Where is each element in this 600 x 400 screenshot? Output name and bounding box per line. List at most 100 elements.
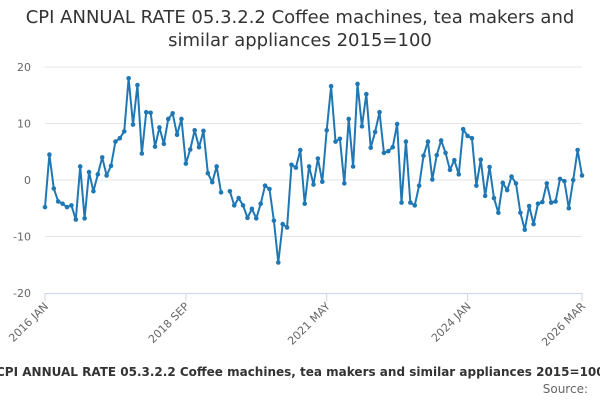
data-point [130,122,136,127]
y-tick-label: -10 [13,231,31,244]
data-point [201,128,206,134]
data-point [390,144,396,150]
data-point [566,205,572,211]
data-point [403,139,409,144]
series-points [42,76,585,265]
data-point [337,136,343,142]
data-point [293,165,299,170]
data-point [170,111,175,116]
data-point [262,183,268,188]
data-point [214,164,219,169]
series-path [44,77,583,264]
data-point [474,183,479,188]
data-point [152,144,158,149]
source-label: Source: [542,382,588,396]
data-point [64,204,70,210]
x-tick-label: 2016 JAN [6,300,51,345]
data-point [333,139,338,144]
data-point [509,174,514,179]
data-point [108,163,114,169]
data-point [99,155,105,160]
data-point [342,181,347,186]
data-point [302,201,308,207]
data-point [95,172,101,177]
data-point [434,152,440,158]
data-point [408,200,413,205]
data-point [117,135,123,141]
x-axis-ticks [44,293,583,301]
data-point [443,150,448,156]
data-point [91,189,96,194]
y-tick-label: 20 [17,61,31,74]
data-point [350,164,356,169]
data-point [165,116,171,122]
data-point [548,200,554,205]
data-point [69,203,74,208]
data-point [249,206,255,212]
x-tick-label: 2021 MAY [285,300,333,348]
data-point [328,83,334,89]
data-point [364,91,369,97]
data-point [421,153,426,158]
data-point [196,144,202,150]
data-point [271,218,277,223]
data-point [236,195,241,201]
data-point [245,215,250,221]
data-point [320,179,325,184]
data-point [258,201,263,207]
data-point [579,173,585,178]
data-point [275,260,281,265]
data-point [526,203,532,209]
data-point [231,203,237,208]
data-point [452,157,457,163]
data-point [487,164,492,170]
y-tick-label: 0 [24,174,31,187]
data-point [174,132,180,138]
data-point [179,116,184,122]
data-point [447,167,453,173]
data-point [399,200,404,205]
data-point [280,221,285,227]
data-point [121,129,127,134]
data-point [518,210,523,216]
data-point [460,126,466,132]
data-point [465,133,470,139]
data-point [372,129,378,135]
data-point [531,221,536,227]
x-tick-label: 2026 MAR [539,300,588,349]
data-point [218,190,224,195]
data-point [386,148,391,154]
data-point [227,189,233,194]
data-point [51,186,57,191]
data-point [469,135,475,141]
data-point [425,139,431,144]
data-point [324,127,330,133]
data-point [496,210,501,216]
data-point [42,204,48,210]
data-point [209,179,215,185]
data-point [513,181,519,186]
data-point [311,182,316,187]
data-point [491,195,497,201]
data-point [55,199,61,204]
y-axis-labels: 20 10 0 -10 -20 [13,61,31,300]
data-point [82,216,87,221]
data-point [535,201,541,207]
grid-lines [45,66,582,237]
data-point [143,109,149,115]
data-point [368,145,374,151]
data-point [478,157,484,162]
series-line [44,77,583,264]
data-point [298,147,303,153]
data-point [86,169,92,175]
data-point [416,183,422,188]
data-point [139,151,145,156]
y-tick-label: -20 [13,287,31,300]
data-point [456,172,462,177]
data-point [553,199,558,204]
data-point [377,109,382,115]
data-point [359,124,365,129]
data-point [381,150,387,156]
data-point [267,186,272,192]
